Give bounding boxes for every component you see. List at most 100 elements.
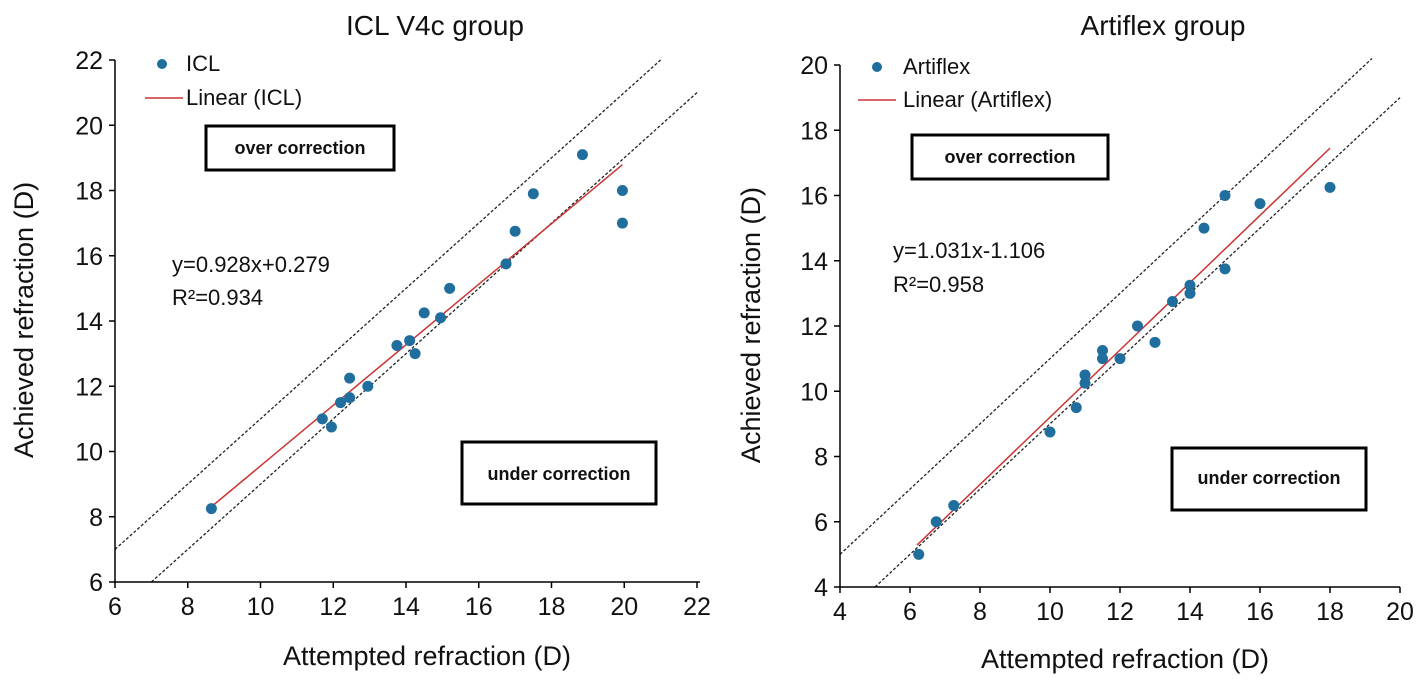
chart-title: ICL V4c group xyxy=(346,10,524,41)
r-squared: R²=0.934 xyxy=(172,285,263,310)
data-point xyxy=(316,413,328,425)
data-point xyxy=(1114,353,1126,365)
annotation-over-correction: over correction xyxy=(910,133,1110,181)
x-tick-label: 6 xyxy=(903,598,917,626)
data-point xyxy=(1184,279,1196,291)
data-point xyxy=(1219,190,1231,201)
chart-title: Artiflex group xyxy=(1081,10,1246,41)
x-tick-label: 20 xyxy=(610,593,638,621)
y-tick-label: 6 xyxy=(814,509,828,537)
legend-label-fit: Linear (Artiflex) xyxy=(903,87,1052,112)
data-point xyxy=(913,548,925,560)
data-point xyxy=(435,312,447,324)
points-layer xyxy=(913,181,1336,560)
legend-label-fit: Linear (ICL) xyxy=(186,85,302,110)
legend-marker-points xyxy=(872,62,882,72)
guide-lines xyxy=(839,57,1401,588)
data-point xyxy=(325,421,337,433)
guide-line-upper xyxy=(839,57,1373,555)
data-point xyxy=(1044,426,1056,438)
x-tick-label: 18 xyxy=(1316,598,1344,626)
x-tick-label: 6 xyxy=(108,593,122,621)
data-point xyxy=(930,516,942,528)
data-point xyxy=(335,397,347,409)
r-squared: R²=0.958 xyxy=(893,272,984,297)
data-point xyxy=(1184,287,1196,299)
x-tick-label: 8 xyxy=(973,598,987,626)
y-tick-label: 8 xyxy=(89,504,103,532)
y-tick-label: 18 xyxy=(75,178,103,206)
y-tick-label: 10 xyxy=(800,378,828,406)
legend-marker-points xyxy=(157,59,167,69)
annotation-over-correction: over correction xyxy=(204,124,396,172)
guide-lines xyxy=(114,59,698,583)
data-point xyxy=(1254,198,1266,210)
x-tick-label: 12 xyxy=(1106,598,1134,626)
regression-line xyxy=(916,147,1331,546)
y-tick-label: 20 xyxy=(800,52,828,80)
y-tick-label: 14 xyxy=(75,308,103,336)
x-axis-label: Attempted refraction (D) xyxy=(283,641,571,671)
x-tick-label: 18 xyxy=(538,593,566,621)
x-tick-label: 16 xyxy=(465,593,493,621)
y-tick-label: 12 xyxy=(800,313,828,341)
y-tick-label: 16 xyxy=(75,243,103,271)
data-point xyxy=(500,258,512,270)
y-ticks: 6 8 10 12 14 16 18 20 22 xyxy=(75,47,115,597)
data-point xyxy=(1097,353,1108,365)
y-tick-label: 22 xyxy=(75,47,103,75)
y-axis-label: Achieved refraction (D) xyxy=(9,182,39,458)
legend: ICL Linear (ICL) xyxy=(145,51,302,110)
y-tick-label: 10 xyxy=(75,439,103,467)
x-tick-label: 12 xyxy=(319,593,347,621)
data-point xyxy=(1219,263,1231,275)
x-tick-label: 4 xyxy=(833,598,847,626)
x-axis-label: Attempted refraction (D) xyxy=(981,644,1269,674)
data-point xyxy=(576,149,588,161)
data-point xyxy=(205,503,217,515)
data-point xyxy=(616,185,628,196)
fit-line-layer xyxy=(210,164,623,508)
data-point xyxy=(362,380,374,392)
data-point xyxy=(344,392,356,404)
chart-artiflex: Artiflex group 4 6 8 10 12 14 16 18 20 4 6 8 10 12 14… xyxy=(736,10,1414,674)
data-point xyxy=(1198,222,1210,234)
x-tick-label: 10 xyxy=(1036,598,1064,626)
y-tick-label: 8 xyxy=(814,444,828,472)
data-point xyxy=(616,217,628,229)
y-tick-label: 16 xyxy=(800,183,828,211)
x-ticks: 6 8 10 12 14 16 18 20 22 xyxy=(108,582,711,621)
x-tick-label: 20 xyxy=(1386,598,1414,626)
x-ticks: 4 6 8 10 12 14 16 18 20 xyxy=(833,587,1414,626)
data-point xyxy=(404,335,416,347)
annotation-under-correction: under correction xyxy=(1170,446,1368,512)
y-tick-label: 18 xyxy=(800,117,828,145)
y-tick-label: 4 xyxy=(814,574,828,602)
x-tick-label: 14 xyxy=(392,593,420,621)
y-ticks: 4 6 8 10 12 14 16 18 20 xyxy=(800,52,840,602)
data-point xyxy=(409,348,421,360)
chart-icl: ICL V4c group 6 8 10 12 14 16 18 20 22 6 8 10 12 14 1… xyxy=(9,10,711,671)
data-point xyxy=(418,307,430,319)
regression-line xyxy=(210,164,623,508)
x-tick-label: 8 xyxy=(181,593,195,621)
x-tick-label: 16 xyxy=(1246,598,1274,626)
y-tick-label: 20 xyxy=(75,112,103,140)
data-point xyxy=(1167,296,1178,308)
svg-text:under correction: under correction xyxy=(1197,468,1340,488)
legend-label-points: ICL xyxy=(186,51,220,76)
fit-line-layer xyxy=(916,147,1331,546)
y-axis-label: Achieved refraction (D) xyxy=(736,187,766,463)
data-point xyxy=(1079,377,1091,389)
data-point xyxy=(391,339,403,351)
data-point xyxy=(1079,369,1091,381)
data-point xyxy=(1097,344,1108,356)
y-tick-label: 6 xyxy=(89,569,103,597)
regression-equation: y=0.928x+0.279 xyxy=(172,252,330,277)
data-point xyxy=(344,372,356,384)
data-point xyxy=(948,499,960,511)
x-tick-label: 14 xyxy=(1176,598,1204,626)
x-tick-label: 22 xyxy=(683,593,711,621)
data-point xyxy=(1070,402,1082,414)
